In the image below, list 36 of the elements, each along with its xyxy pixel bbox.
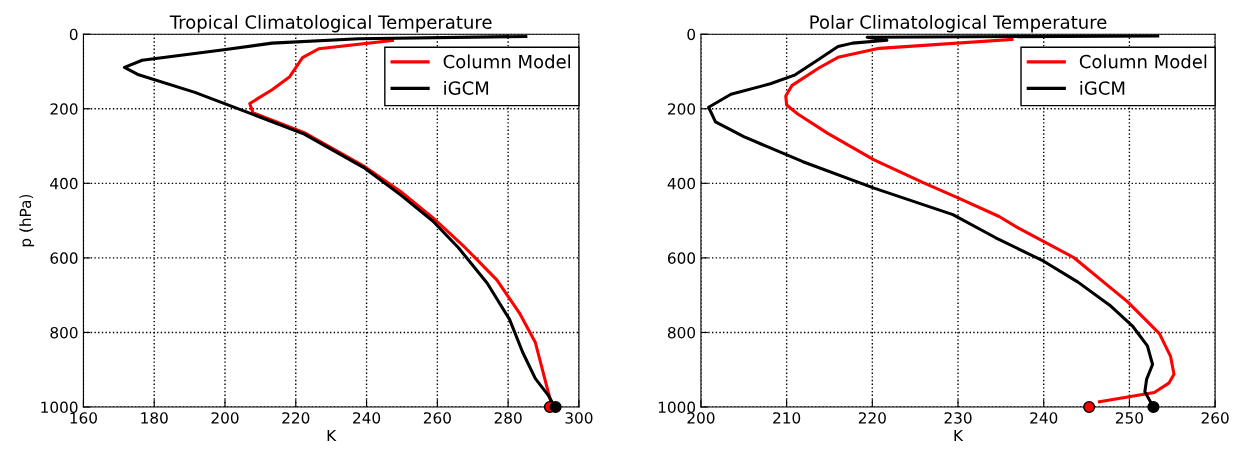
x-tick-label: 230: [944, 412, 972, 424]
y-axis-title: p (hPa): [19, 194, 35, 247]
x-tick-label: 240: [353, 412, 381, 424]
x-axis-title: K: [954, 429, 964, 442]
chart-title: Polar Climatological Temperature: [810, 14, 1107, 33]
x-tick-label: 250: [1115, 412, 1143, 424]
x-tick-label: 260: [1201, 412, 1229, 424]
y-tick-label: 800: [667, 326, 696, 339]
y-tick-label: 1000: [658, 401, 696, 414]
legend-label: iGCM: [444, 80, 489, 95]
x-tick-label: 260: [423, 412, 451, 424]
x-tick-label: 300: [565, 412, 593, 424]
y-tick-label: 0: [69, 28, 78, 41]
x-tick-label: 210: [773, 412, 801, 424]
x-tick-label: 220: [282, 412, 310, 424]
y-tick-label: 400: [50, 177, 78, 190]
y-tick-label: 800: [50, 326, 78, 339]
y-tick-label: 600: [667, 252, 696, 264]
x-tick-label: 200: [687, 412, 715, 424]
x-tick-label: 280: [494, 412, 522, 424]
y-tick-label: 200: [668, 103, 696, 115]
x-tick-label: 160: [70, 412, 97, 424]
chart-title: Tropical Climatological Temperature: [169, 14, 492, 33]
x-axis-title: K: [327, 429, 337, 442]
legend-label: iGCM: [1080, 80, 1125, 95]
x-tick-label: 240: [1030, 412, 1058, 424]
y-tick-label: 400: [667, 177, 696, 190]
x-tick-label: 220: [858, 412, 886, 424]
legend-label: Column Model: [1079, 54, 1207, 69]
y-tick-label: 200: [50, 103, 78, 115]
legend-label: Column Model: [443, 54, 571, 69]
x-tick-label: 200: [211, 412, 239, 424]
y-tick-label: 600: [50, 252, 78, 264]
y-tick-label: 1000: [41, 401, 78, 414]
x-tick-label: 180: [141, 412, 168, 424]
y-tick-label: 0: [687, 28, 696, 41]
